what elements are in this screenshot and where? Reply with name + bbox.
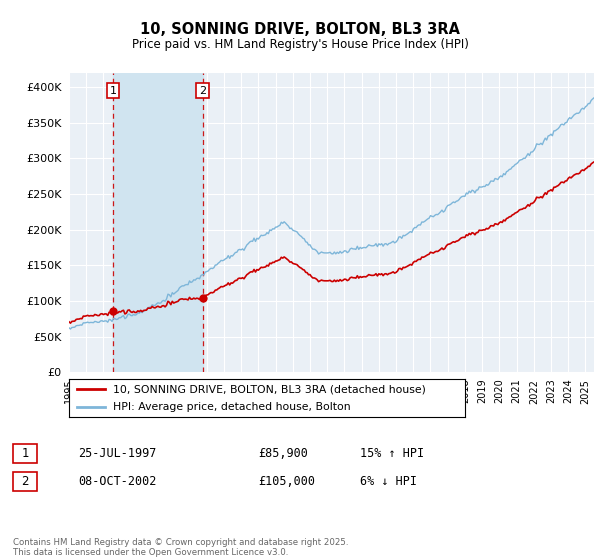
Text: 25-JUL-1997: 25-JUL-1997 <box>78 447 157 460</box>
Text: 6% ↓ HPI: 6% ↓ HPI <box>360 475 417 488</box>
Text: £105,000: £105,000 <box>258 475 315 488</box>
Text: 08-OCT-2002: 08-OCT-2002 <box>78 475 157 488</box>
Text: 10, SONNING DRIVE, BOLTON, BL3 3RA: 10, SONNING DRIVE, BOLTON, BL3 3RA <box>140 22 460 38</box>
Bar <box>113 73 203 372</box>
Text: 10, SONNING DRIVE, BOLTON, BL3 3RA (detached house): 10, SONNING DRIVE, BOLTON, BL3 3RA (deta… <box>113 384 425 394</box>
Text: 1: 1 <box>110 86 116 96</box>
Text: £85,900: £85,900 <box>258 447 308 460</box>
Text: 2: 2 <box>22 475 29 488</box>
Text: 2: 2 <box>199 86 206 96</box>
Text: 1: 1 <box>22 447 29 460</box>
Text: Contains HM Land Registry data © Crown copyright and database right 2025.
This d: Contains HM Land Registry data © Crown c… <box>13 538 349 557</box>
Text: 15% ↑ HPI: 15% ↑ HPI <box>360 447 424 460</box>
Text: Price paid vs. HM Land Registry's House Price Index (HPI): Price paid vs. HM Land Registry's House … <box>131 38 469 51</box>
Text: HPI: Average price, detached house, Bolton: HPI: Average price, detached house, Bolt… <box>113 402 350 412</box>
